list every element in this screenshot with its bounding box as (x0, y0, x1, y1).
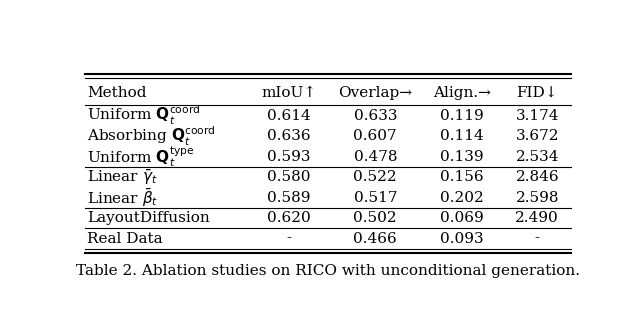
Text: 2.846: 2.846 (515, 170, 559, 184)
Text: -: - (535, 232, 540, 245)
Text: 0.202: 0.202 (440, 190, 484, 204)
Text: Table 2. Ablation studies on RICO with unconditional generation.: Table 2. Ablation studies on RICO with u… (76, 264, 580, 278)
Text: 0.522: 0.522 (353, 170, 397, 184)
Text: 3.174: 3.174 (516, 109, 559, 123)
Text: 0.633: 0.633 (353, 109, 397, 123)
Text: 2.598: 2.598 (516, 190, 559, 204)
Text: Uniform $\mathbf{Q}_t^\mathrm{type}$: Uniform $\mathbf{Q}_t^\mathrm{type}$ (88, 144, 195, 169)
Text: Linear $\bar{\beta}_t$: Linear $\bar{\beta}_t$ (88, 187, 159, 209)
Text: 0.466: 0.466 (353, 232, 397, 245)
Text: Method: Method (88, 86, 147, 100)
Text: FID↓: FID↓ (516, 86, 558, 100)
Text: LayoutDiffusion: LayoutDiffusion (88, 211, 210, 225)
Text: Linear $\bar{\gamma}_t$: Linear $\bar{\gamma}_t$ (88, 168, 158, 187)
Text: 0.614: 0.614 (267, 109, 310, 123)
Text: mIoU↑: mIoU↑ (261, 86, 316, 100)
Text: 0.517: 0.517 (353, 190, 397, 204)
Text: 0.069: 0.069 (440, 211, 484, 225)
Text: 0.156: 0.156 (440, 170, 483, 184)
Text: 2.534: 2.534 (516, 150, 559, 164)
Text: 0.114: 0.114 (440, 129, 484, 143)
Text: Uniform $\mathbf{Q}_t^\mathrm{coord}$: Uniform $\mathbf{Q}_t^\mathrm{coord}$ (88, 104, 201, 127)
Text: Align.→: Align.→ (433, 86, 491, 100)
Text: 3.672: 3.672 (516, 129, 559, 143)
Text: 0.589: 0.589 (267, 190, 310, 204)
Text: Real Data: Real Data (88, 232, 163, 245)
Text: 0.636: 0.636 (267, 129, 310, 143)
Text: 0.478: 0.478 (353, 150, 397, 164)
Text: 0.580: 0.580 (267, 170, 310, 184)
Text: 0.093: 0.093 (440, 232, 483, 245)
Text: 0.119: 0.119 (440, 109, 484, 123)
Text: 0.593: 0.593 (267, 150, 310, 164)
Text: Overlap→: Overlap→ (339, 86, 412, 100)
Text: 0.139: 0.139 (440, 150, 483, 164)
Text: 2.490: 2.490 (515, 211, 559, 225)
Text: 0.620: 0.620 (267, 211, 310, 225)
Text: 0.607: 0.607 (353, 129, 397, 143)
Text: 0.502: 0.502 (353, 211, 397, 225)
Text: -: - (286, 232, 291, 245)
Text: Absorbing $\mathbf{Q}_t^\mathrm{coord}$: Absorbing $\mathbf{Q}_t^\mathrm{coord}$ (88, 125, 216, 148)
